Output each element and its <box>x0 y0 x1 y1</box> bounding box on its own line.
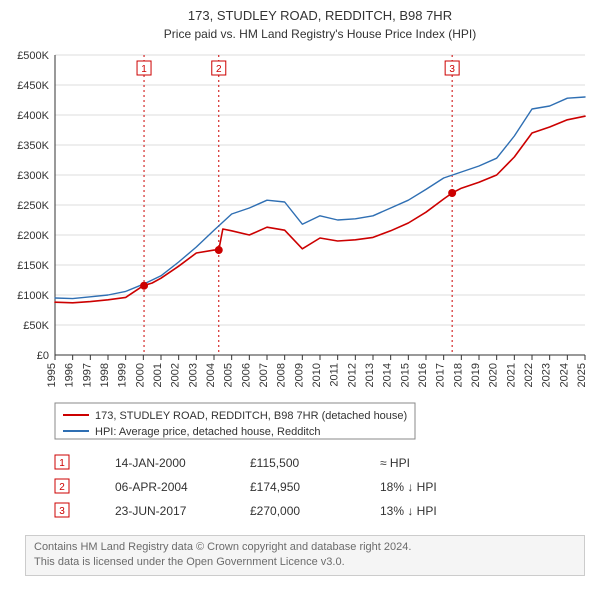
y-tick-label: £450K <box>17 80 49 92</box>
marker-dot <box>215 246 223 254</box>
x-tick-label: 2014 <box>382 363 394 387</box>
chart-title-line2: Price paid vs. HM Land Registry's House … <box>164 27 476 41</box>
x-tick-label: 2005 <box>223 363 235 387</box>
x-tick-label: 2017 <box>435 363 447 387</box>
x-tick-label: 1999 <box>117 363 129 387</box>
x-tick-label: 2020 <box>488 363 500 387</box>
chart-svg: 173, STUDLEY ROAD, REDDITCH, B98 7HR Pric… <box>0 0 600 535</box>
marker-dot <box>140 282 148 290</box>
sales-row-price: £174,950 <box>250 480 300 494</box>
x-tick-label: 2024 <box>558 363 570 387</box>
x-tick-label: 2002 <box>170 363 182 387</box>
x-tick-label: 2010 <box>311 363 323 387</box>
x-tick-label: 2013 <box>364 363 376 387</box>
marker-box-id: 3 <box>449 64 455 75</box>
x-tick-label: 1997 <box>81 363 93 387</box>
legend-label: HPI: Average price, detached house, Redd… <box>95 426 320 438</box>
chart-title-line1: 173, STUDLEY ROAD, REDDITCH, B98 7HR <box>188 8 452 23</box>
x-tick-label: 2015 <box>399 363 411 387</box>
y-tick-label: £0 <box>37 350 49 362</box>
x-tick-label: 1996 <box>64 363 76 387</box>
x-tick-label: 2012 <box>346 363 358 387</box>
x-tick-label: 1998 <box>99 363 111 387</box>
y-tick-label: £200K <box>17 230 49 242</box>
sales-row-date: 23-JUN-2017 <box>115 504 187 518</box>
x-tick-label: 2008 <box>276 363 288 387</box>
marker-box-id: 1 <box>141 64 147 75</box>
y-tick-label: £100K <box>17 290 49 302</box>
y-tick-label: £50K <box>23 320 49 332</box>
y-tick-label: £400K <box>17 110 49 122</box>
sales-row-id: 2 <box>59 482 65 493</box>
x-tick-label: 2025 <box>576 363 588 387</box>
footer-licence-box: Contains HM Land Registry data © Crown c… <box>25 535 585 576</box>
marker-box-id: 2 <box>216 64 222 75</box>
x-tick-label: 2016 <box>417 363 429 387</box>
sales-row-id: 1 <box>59 458 65 469</box>
footer-line-2: This data is licensed under the Open Gov… <box>34 555 576 570</box>
x-tick-label: 2011 <box>329 363 341 387</box>
x-tick-label: 2022 <box>523 363 535 387</box>
x-tick-label: 2023 <box>541 363 553 387</box>
x-tick-label: 2007 <box>258 363 270 387</box>
sales-row-price: £270,000 <box>250 504 300 518</box>
y-tick-label: £300K <box>17 170 49 182</box>
x-tick-label: 2001 <box>152 363 164 387</box>
sales-row-price: £115,500 <box>250 456 299 470</box>
x-tick-label: 1995 <box>46 363 58 387</box>
x-tick-label: 2000 <box>134 363 146 387</box>
y-tick-label: £150K <box>17 260 49 272</box>
sales-row-date: 14-JAN-2000 <box>115 456 186 470</box>
sales-row-hpi: 13% ↓ HPI <box>380 504 437 518</box>
legend-label: 173, STUDLEY ROAD, REDDITCH, B98 7HR (de… <box>95 410 407 422</box>
x-tick-label: 2021 <box>505 363 517 387</box>
x-tick-label: 2004 <box>205 363 217 387</box>
marker-dot <box>448 189 456 197</box>
x-tick-label: 2009 <box>293 363 305 387</box>
x-tick-label: 2018 <box>452 363 464 387</box>
sales-row-hpi: 18% ↓ HPI <box>380 480 437 494</box>
footer-line-1: Contains HM Land Registry data © Crown c… <box>34 540 576 555</box>
x-tick-label: 2003 <box>187 363 199 387</box>
x-tick-label: 2019 <box>470 363 482 387</box>
y-tick-label: £250K <box>17 200 49 212</box>
x-tick-label: 2006 <box>240 363 252 387</box>
y-tick-label: £500K <box>17 50 49 62</box>
sales-row-date: 06-APR-2004 <box>115 480 188 494</box>
sales-row-id: 3 <box>59 506 65 517</box>
y-tick-label: £350K <box>17 140 49 152</box>
sales-row-hpi: ≈ HPI <box>380 456 410 470</box>
